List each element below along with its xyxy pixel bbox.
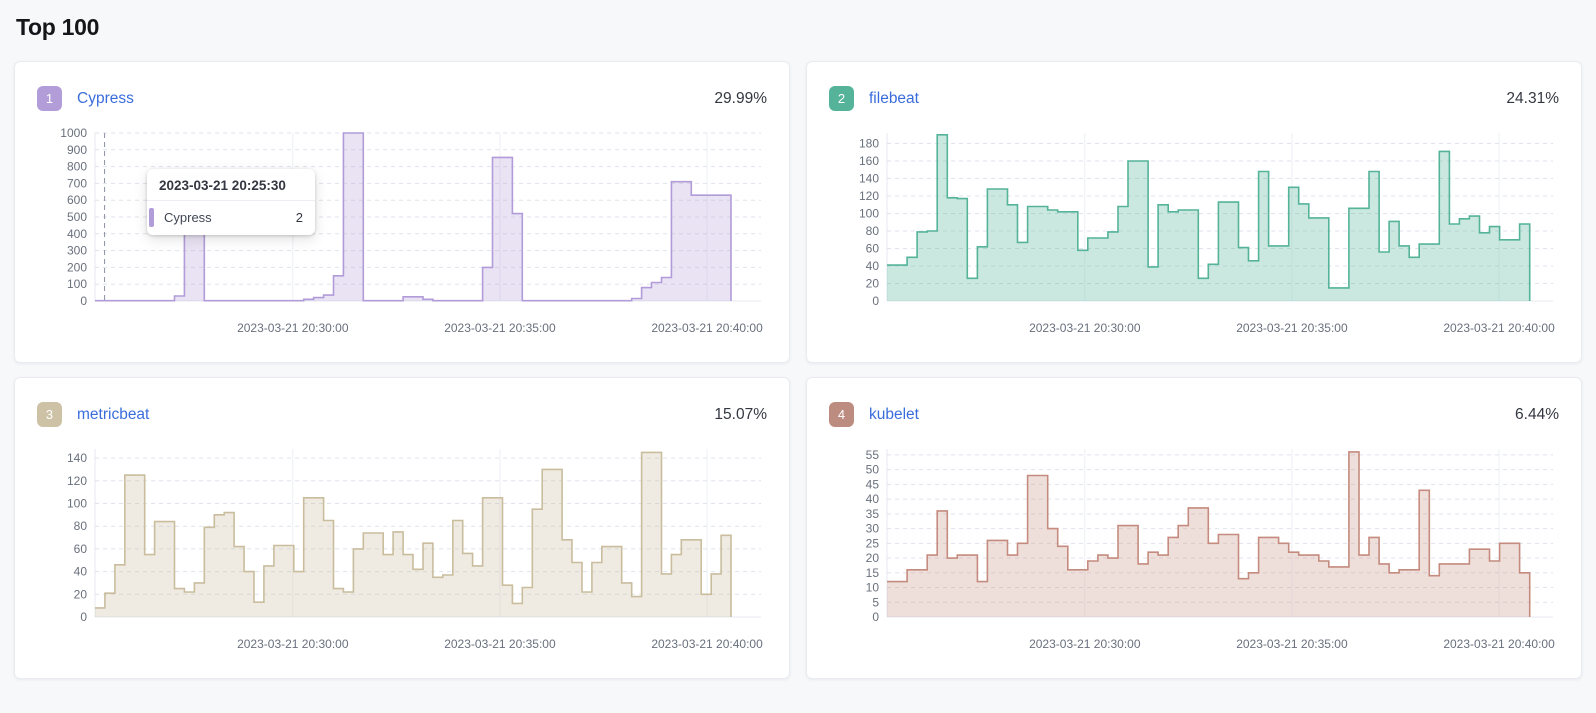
rank-badge: 1 xyxy=(37,86,62,111)
y-tick-label: 160 xyxy=(859,154,879,168)
chart-svg: 2023-03-21 20:30:00 2023-03-21 20:35:00 20… xyxy=(859,133,1555,335)
cards-grid: 1 Cypress 29.99% 2023-03-21 20:25:30 Cyp… xyxy=(14,61,1582,679)
card-header: 2 filebeat 24.31% xyxy=(829,86,1559,111)
usage-chart[interactable]: 2023-03-21 20:30:00 2023-03-21 20:35:00 20… xyxy=(827,435,1561,653)
x-tick-label: 2023-03-21 20:40:00 xyxy=(1443,637,1555,651)
chart-tooltip: 2023-03-21 20:25:30 Cypress 2 xyxy=(147,169,315,235)
y-tick-label: 60 xyxy=(866,242,880,256)
y-tick-label: 20 xyxy=(74,587,88,601)
x-tick-label: 2023-03-21 20:35:00 xyxy=(1236,637,1348,651)
x-tick-label: 2023-03-21 20:35:00 xyxy=(444,321,556,335)
y-tick-label: 60 xyxy=(74,542,88,556)
card-percent: 15.07% xyxy=(714,405,767,423)
y-tick-label: 10 xyxy=(866,581,880,595)
x-tick-label: 2023-03-21 20:30:00 xyxy=(1029,321,1141,335)
rank-badge: 2 xyxy=(829,86,854,111)
usage-chart[interactable]: 2023-03-21 20:25:30 Cypress 2 2023-03-21… xyxy=(35,119,769,337)
series-line xyxy=(887,451,1531,617)
rank-badge: 4 xyxy=(829,402,854,427)
card-name-link[interactable]: metricbeat xyxy=(77,405,150,423)
y-tick-label: 140 xyxy=(859,172,879,186)
y-tick-label: 25 xyxy=(866,536,880,550)
card-metricbeat: 3 metricbeat 15.07% 2023-03-21 20:30:00 2… xyxy=(14,377,790,679)
usage-chart[interactable]: 2023-03-21 20:30:00 2023-03-21 20:35:00 20… xyxy=(827,119,1561,337)
tooltip-row: Cypress 2 xyxy=(147,200,315,235)
y-tick-label: 900 xyxy=(67,143,87,157)
y-tick-label: 0 xyxy=(80,294,87,308)
x-tick-label: 2023-03-21 20:35:00 xyxy=(444,637,556,651)
card-cypress: 1 Cypress 29.99% 2023-03-21 20:25:30 Cyp… xyxy=(14,61,790,363)
y-tick-label: 400 xyxy=(67,227,87,241)
chart-svg: 2023-03-21 20:30:00 2023-03-21 20:35:00 20… xyxy=(866,448,1555,651)
tooltip-series-name: Cypress xyxy=(164,210,212,225)
y-tick-label: 40 xyxy=(866,492,880,506)
chart-svg: 2023-03-21 20:30:00 2023-03-21 20:35:00 20… xyxy=(67,449,763,651)
y-tick-label: 800 xyxy=(67,160,87,174)
y-tick-label: 300 xyxy=(67,244,87,258)
card-name-link[interactable]: Cypress xyxy=(77,89,134,107)
x-tick-label: 2023-03-21 20:30:00 xyxy=(1029,637,1141,651)
page-title: Top 100 xyxy=(16,14,100,40)
y-tick-label: 45 xyxy=(866,477,880,491)
y-tick-label: 50 xyxy=(866,463,880,477)
y-tick-label: 80 xyxy=(74,519,88,533)
y-tick-label: 20 xyxy=(866,551,880,565)
y-tick-label: 30 xyxy=(866,522,880,536)
tooltip-series-marker xyxy=(149,208,154,227)
y-tick-label: 5 xyxy=(872,595,879,609)
chart-svg: 2023-03-21 20:30:00 2023-03-21 20:35:00 20… xyxy=(60,126,763,335)
card-header: 1 Cypress 29.99% xyxy=(37,86,767,111)
y-tick-label: 40 xyxy=(74,565,88,579)
card-name-link[interactable]: filebeat xyxy=(869,89,919,107)
y-tick-label: 1000 xyxy=(60,126,87,140)
card-kubelet: 4 kubelet 6.44% 2023-03-21 20:30:00 2023-… xyxy=(806,377,1582,679)
card-percent: 6.44% xyxy=(1515,405,1559,423)
y-tick-label: 15 xyxy=(866,566,880,580)
y-tick-label: 140 xyxy=(67,451,87,465)
rank-badge: 3 xyxy=(37,402,62,427)
top-100-page: Top 100 1 Cypress 29.99% 2023-03-21 20:2… xyxy=(14,14,1582,679)
y-tick-label: 20 xyxy=(866,277,880,291)
card-filebeat: 2 filebeat 24.31% 2023-03-21 20:30:00 202… xyxy=(806,61,1582,363)
card-header: 3 metricbeat 15.07% xyxy=(37,402,767,427)
y-tick-label: 0 xyxy=(872,610,879,624)
tooltip-timestamp: 2023-03-21 20:25:30 xyxy=(159,178,286,193)
y-tick-label: 180 xyxy=(859,137,879,151)
y-tick-label: 80 xyxy=(866,224,880,238)
x-tick-label: 2023-03-21 20:35:00 xyxy=(1236,321,1348,335)
y-tick-label: 0 xyxy=(872,294,879,308)
y-tick-label: 0 xyxy=(80,610,87,624)
x-tick-label: 2023-03-21 20:30:00 xyxy=(237,637,349,651)
x-tick-label: 2023-03-21 20:40:00 xyxy=(651,637,763,651)
y-tick-label: 55 xyxy=(866,448,880,462)
series-area xyxy=(95,133,731,301)
usage-chart[interactable]: 2023-03-21 20:30:00 2023-03-21 20:35:00 20… xyxy=(35,435,769,653)
y-tick-label: 100 xyxy=(67,277,87,291)
y-tick-label: 500 xyxy=(67,210,87,224)
series-line xyxy=(95,132,732,302)
y-tick-label: 100 xyxy=(67,496,87,510)
card-percent: 29.99% xyxy=(714,89,767,107)
series-line xyxy=(95,451,732,617)
y-tick-label: 40 xyxy=(866,259,880,273)
y-tick-label: 120 xyxy=(67,474,87,488)
y-tick-label: 120 xyxy=(859,189,879,203)
x-tick-label: 2023-03-21 20:40:00 xyxy=(1443,321,1555,335)
card-name-link[interactable]: kubelet xyxy=(869,405,919,423)
card-percent: 24.31% xyxy=(1506,89,1559,107)
y-tick-label: 35 xyxy=(866,507,880,521)
series-line xyxy=(887,134,1531,301)
tooltip-series-value: 2 xyxy=(295,210,303,225)
x-tick-label: 2023-03-21 20:30:00 xyxy=(237,321,349,335)
y-tick-label: 600 xyxy=(67,193,87,207)
y-tick-label: 100 xyxy=(859,207,879,221)
card-header: 4 kubelet 6.44% xyxy=(829,402,1559,427)
x-tick-label: 2023-03-21 20:40:00 xyxy=(651,321,763,335)
y-tick-label: 700 xyxy=(67,176,87,190)
y-tick-label: 200 xyxy=(67,260,87,274)
